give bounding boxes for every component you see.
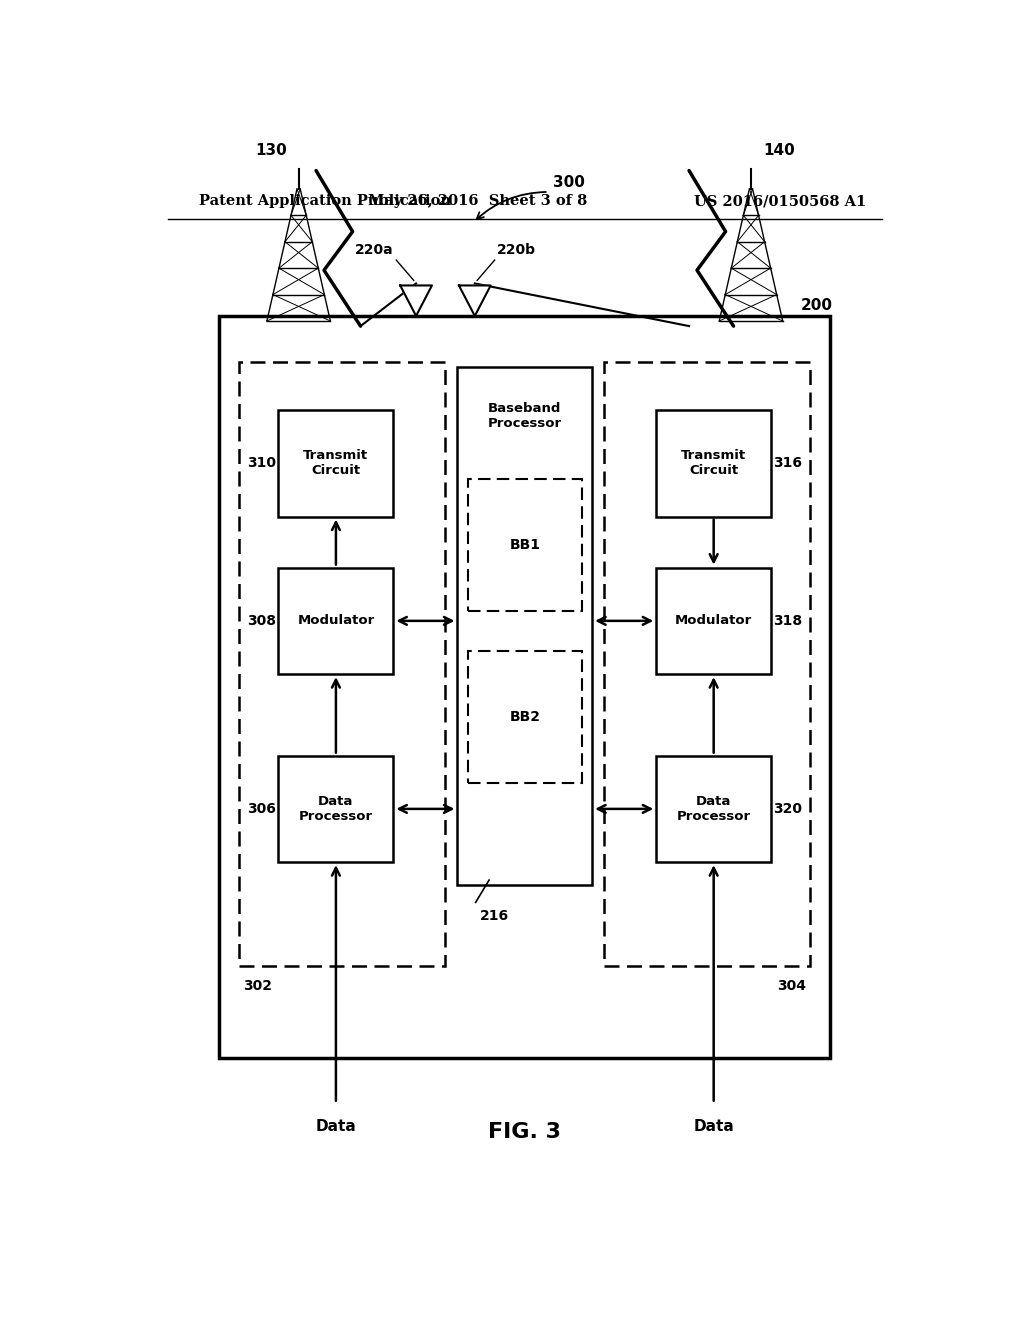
Text: 304: 304 (777, 978, 807, 993)
Text: BB1: BB1 (509, 537, 541, 552)
Bar (468, 651, 582, 784)
Text: Patent Application Publication: Patent Application Publication (200, 194, 452, 209)
Text: 302: 302 (243, 978, 272, 993)
Text: 308: 308 (247, 614, 276, 628)
Text: Transmit
Circuit: Transmit Circuit (681, 449, 746, 478)
Text: Data
Processor: Data Processor (299, 795, 373, 822)
Bar (656, 755, 771, 862)
Text: 220b: 220b (497, 243, 536, 257)
Text: FIG. 3: FIG. 3 (488, 1122, 561, 1142)
Bar (458, 367, 592, 886)
Text: May 26, 2016  Sheet 3 of 8: May 26, 2016 Sheet 3 of 8 (368, 194, 587, 209)
Text: 140: 140 (763, 144, 795, 158)
Text: Data
Processor: Data Processor (677, 795, 751, 822)
Bar (468, 479, 582, 611)
Text: 306: 306 (247, 801, 275, 816)
Bar (240, 362, 445, 966)
Text: Modulator: Modulator (297, 614, 375, 627)
Text: Modulator: Modulator (675, 614, 753, 627)
Text: Data: Data (315, 1119, 356, 1134)
Bar (604, 362, 811, 966)
Text: 316: 316 (773, 457, 803, 470)
Text: 318: 318 (773, 614, 803, 628)
Text: 300: 300 (553, 176, 585, 190)
Text: 320: 320 (773, 801, 803, 816)
Text: BB2: BB2 (509, 710, 541, 725)
Text: 310: 310 (247, 457, 276, 470)
Text: 216: 216 (479, 908, 509, 923)
Bar (279, 411, 393, 516)
Polygon shape (400, 285, 432, 315)
Bar (656, 411, 771, 516)
Bar (279, 755, 393, 862)
Bar (656, 568, 771, 675)
Text: Transmit
Circuit: Transmit Circuit (303, 449, 369, 478)
Text: 130: 130 (255, 144, 287, 158)
Text: Data: Data (693, 1119, 734, 1134)
Bar (219, 315, 830, 1057)
Polygon shape (459, 285, 490, 315)
Text: 220a: 220a (355, 243, 394, 257)
Bar (279, 568, 393, 675)
Text: US 2016/0150568 A1: US 2016/0150568 A1 (694, 194, 866, 209)
Text: Baseband
Processor: Baseband Processor (487, 403, 562, 430)
Text: 200: 200 (801, 298, 833, 313)
